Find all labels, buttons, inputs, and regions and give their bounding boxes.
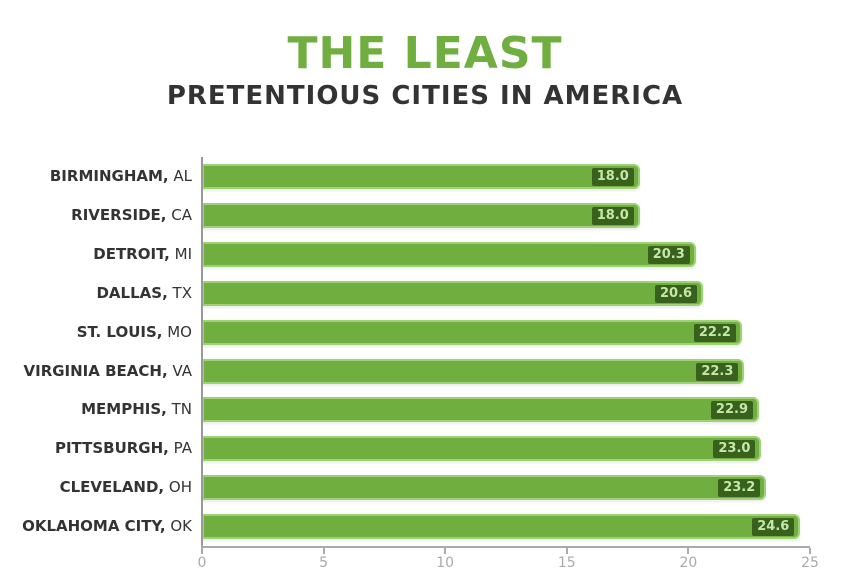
bar (202, 319, 742, 345)
category-state: PA (168, 439, 192, 458)
bar (202, 164, 640, 189)
x-axis-line (201, 546, 810, 548)
category-state: TN (166, 400, 192, 419)
bar-value-label: 22.3 (696, 362, 739, 381)
bar (202, 241, 696, 267)
y-axis-line (201, 157, 203, 548)
bar (202, 280, 703, 306)
bar-value-label: 24.6 (752, 518, 795, 537)
x-tick (687, 548, 690, 554)
x-tick-label: 10 (436, 555, 455, 571)
category-city: OKLAHOMA CITY, (22, 517, 166, 536)
category-label: ST. LOUIS, MO (77, 319, 192, 346)
x-tick-label: 20 (679, 555, 698, 571)
bar (202, 514, 801, 540)
category-label: PITTSBURGH, PA (55, 435, 192, 462)
category-state: MO (162, 322, 192, 341)
category-city: VIRGINIA BEACH, (23, 361, 168, 380)
x-tick-label: 5 (319, 555, 329, 571)
category-state: OK (165, 517, 192, 536)
category-label: OKLAHOMA CITY, OK (22, 513, 192, 540)
bar-value-label: 23.2 (718, 479, 761, 498)
category-state: TX (167, 283, 192, 302)
bar-value-label: 20.3 (647, 245, 690, 264)
x-tick-label: 0 (197, 555, 207, 571)
category-state: MI (169, 244, 192, 263)
bar (202, 358, 745, 384)
category-label: BIRMINGHAM, AL (50, 163, 192, 190)
bar (202, 202, 640, 228)
x-tick (444, 548, 447, 554)
category-state: AL (168, 167, 192, 185)
category-state: CA (166, 205, 192, 224)
category-city: DETROIT, (93, 244, 170, 263)
bar-value-label: 18.0 (591, 168, 634, 186)
x-tick-label: 15 (557, 555, 576, 571)
category-label: CLEVELAND, OH (60, 474, 192, 501)
category-label: VIRGINIA BEACH, VA (24, 358, 193, 385)
bar (202, 397, 759, 423)
category-city: CLEVELAND, (59, 478, 165, 497)
bar-value-label: 23.0 (713, 440, 756, 459)
category-city: BIRMINGHAM, (49, 167, 169, 185)
category-state: VA (167, 361, 192, 380)
bar (202, 436, 762, 462)
category-city: ST. LOUIS, (76, 322, 163, 341)
bar (202, 475, 767, 501)
category-city: PITTSBURGH, (54, 439, 169, 458)
x-tick (201, 548, 203, 554)
category-label: DALLAS, TX (96, 280, 192, 307)
x-tick-label: 25 (801, 555, 819, 571)
category-label: MEMPHIS, TN (81, 396, 192, 423)
chart-title-line2: PRETENTIOUS CITIES IN AMERICA (166, 81, 684, 111)
x-tick (809, 548, 811, 554)
x-tick (565, 548, 568, 554)
category-city: MEMPHIS, (81, 400, 167, 419)
category-label: DETROIT, MI (93, 241, 192, 268)
x-tick (322, 548, 325, 554)
bar-value-label: 18.0 (591, 206, 634, 225)
bar-value-label: 22.2 (693, 323, 736, 342)
bar-value-label: 22.9 (710, 401, 753, 420)
category-city: DALLAS, (96, 283, 168, 302)
category-city: RIVERSIDE, (71, 205, 167, 224)
category-state: OH (164, 478, 192, 497)
bar-value-label: 20.6 (654, 284, 698, 303)
category-label: RIVERSIDE, CA (71, 202, 192, 229)
chart-title-line1: THE LEAST (287, 28, 563, 79)
